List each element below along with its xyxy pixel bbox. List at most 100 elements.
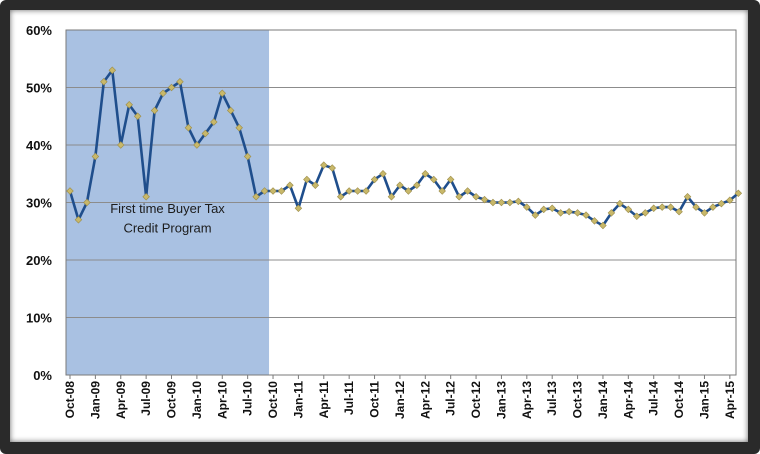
x-tick-label: Jul-13 [545, 381, 559, 416]
data-point-marker [421, 170, 430, 178]
data-point-marker [303, 175, 311, 184]
data-point-marker [472, 193, 480, 201]
data-point-marker [320, 161, 328, 169]
data-point-marker [142, 193, 150, 201]
data-point-marker [218, 89, 226, 97]
data-point-marker [514, 197, 523, 206]
data-point-marker [582, 211, 590, 219]
data-point-marker [734, 189, 743, 198]
data-point-marker [438, 187, 446, 195]
data-point-marker [463, 187, 472, 195]
data-point-marker [379, 170, 387, 178]
data-point-marker [607, 209, 616, 217]
x-tick-label: Apr-10 [215, 381, 229, 419]
data-point-marker [133, 112, 142, 120]
data-point-marker [235, 124, 243, 132]
y-axis-ticks: 0% 10% 20% 30% 40% 50% 60% [26, 23, 52, 383]
y-tick-label: 10% [26, 311, 52, 326]
data-point-marker [666, 203, 675, 211]
x-tick-label: Jul-10 [241, 381, 255, 416]
data-point-marker [201, 129, 210, 138]
data-point-marker [362, 187, 370, 195]
data-point-marker [404, 187, 413, 195]
x-tick-label: Oct-13 [571, 381, 585, 419]
x-tick-label: Oct-11 [368, 381, 382, 418]
data-point-marker [125, 101, 133, 109]
data-point-marker [176, 78, 184, 86]
series-markers [66, 66, 743, 230]
x-tick-label: Jul-09 [139, 381, 153, 416]
data-point-marker [387, 193, 396, 201]
x-tick-label: Jan-14 [596, 381, 610, 419]
data-point-marker [497, 198, 506, 207]
data-point-marker [193, 141, 201, 149]
data-point-marker [74, 216, 83, 224]
plot-area [65, 29, 737, 376]
region-label-line1: First time Buyer Tax [110, 201, 225, 216]
data-point-marker [91, 152, 100, 161]
x-tick-label: Jan-09 [88, 381, 102, 419]
chart-panel: 0% 10% 20% 30% 40% 50% 60% Oct-08 Jan-09 Apr-09 J… [10, 10, 748, 442]
data-point-marker [658, 203, 666, 211]
data-point-marker [260, 187, 269, 195]
x-tick-label: Jan-15 [697, 381, 711, 419]
data-point-marker [556, 209, 565, 217]
x-tick-label: Apr-15 [723, 381, 737, 419]
data-point-marker [100, 78, 108, 86]
data-point-marker [599, 221, 607, 230]
data-point-marker [633, 212, 641, 221]
x-tick-label: Oct-14 [672, 381, 686, 419]
y-tick-label: 0% [33, 368, 52, 383]
x-tick-label: Apr-14 [621, 381, 635, 419]
data-point-marker [726, 196, 734, 204]
x-tick-label: Oct-09 [165, 381, 179, 419]
data-point-marker [649, 204, 658, 212]
line-chart: 0% 10% 20% 30% 40% 50% 60% Oct-08 Jan-09 Apr-09 J… [26, 23, 743, 419]
x-tick-label: Apr-12 [418, 381, 432, 419]
data-point-marker [286, 181, 294, 189]
y-tick-label: 40% [26, 138, 52, 153]
region-label-line2: Credit Program [123, 220, 211, 235]
data-point-marker [66, 187, 74, 195]
data-point-marker [396, 181, 404, 189]
data-point-marker [150, 106, 159, 115]
data-point-marker [336, 193, 345, 201]
x-tick-label: Apr-13 [520, 381, 534, 419]
data-point-marker [540, 205, 548, 214]
data-point-marker [345, 187, 353, 195]
y-tick-label: 60% [26, 23, 52, 38]
data-point-marker [83, 198, 91, 207]
y-tick-label: 20% [26, 253, 52, 268]
data-point-marker [210, 118, 218, 126]
data-point-marker [311, 181, 320, 189]
data-point-marker [455, 193, 463, 201]
y-tick-label: 50% [26, 81, 52, 96]
y-tick-label: 30% [26, 196, 52, 211]
x-tick-label: Oct-08 [63, 381, 77, 419]
data-point-marker [548, 204, 556, 212]
x-tick-label: Jul-11 [342, 381, 356, 415]
data-point-marker [565, 207, 573, 216]
data-point-marker [692, 203, 700, 211]
data-point-marker [523, 203, 531, 211]
data-point-marker [353, 187, 362, 195]
data-point-marker [489, 198, 497, 207]
data-point-marker [616, 199, 624, 208]
x-tick-label: Oct-12 [469, 381, 483, 419]
data-point-marker [269, 187, 277, 195]
x-tick-label: Jul-14 [647, 381, 661, 416]
data-point-marker [328, 164, 336, 172]
x-tick-label: Jan-13 [494, 381, 508, 419]
x-tick-label: Apr-09 [114, 381, 128, 419]
data-point-marker [277, 187, 286, 195]
data-point-marker [446, 175, 455, 184]
data-point-marker [675, 207, 683, 216]
data-point-marker [413, 181, 421, 189]
x-tick-label: Jul-12 [444, 381, 458, 416]
data-point-marker [641, 209, 649, 217]
data-point-marker [184, 124, 193, 132]
data-point-marker [370, 175, 379, 184]
data-point-marker [573, 209, 582, 217]
x-axis-ticks: Oct-08 Jan-09 Apr-09 Jul-09 Oct-09 Jan-10 Apr-… [63, 375, 737, 419]
